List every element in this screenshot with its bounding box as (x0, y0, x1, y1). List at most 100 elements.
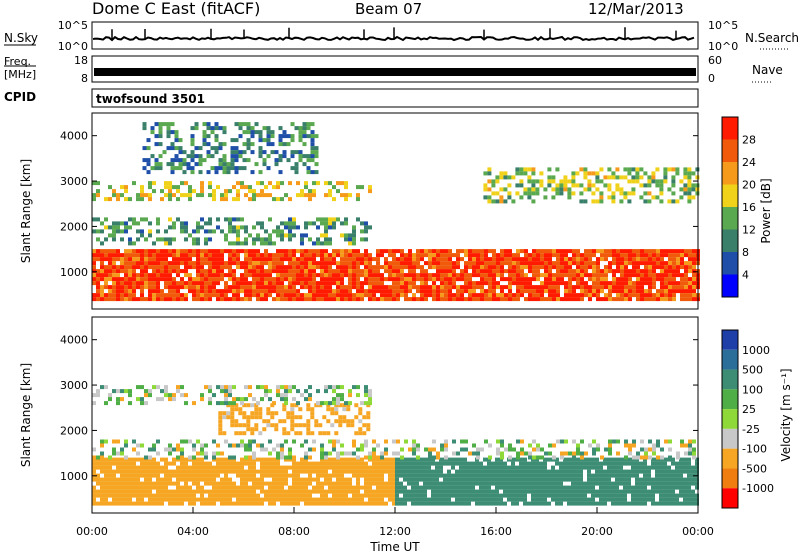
velocity-echo-cell (236, 501, 240, 506)
power-echo-cell (448, 297, 452, 302)
power-echo-cell (308, 265, 312, 270)
power-echo-cell (324, 273, 328, 278)
power-echo-cell (444, 257, 448, 262)
power-echo-cell (172, 261, 176, 266)
velocity-echo-cell (403, 457, 407, 462)
power-echo-cell (595, 179, 600, 184)
velocity-echo-cell (624, 455, 628, 460)
velocity-echo-cell (352, 497, 356, 502)
velocity-echo-cell (156, 461, 160, 466)
velocity-echo-cell (395, 497, 399, 502)
velocity-echo-cell (671, 461, 675, 466)
velocity-echo-cell (655, 473, 659, 478)
power-echo-cell (624, 253, 628, 258)
velocity-echo-cell (688, 447, 692, 452)
power-echo-cell (246, 122, 251, 127)
velocity-echo-cell (112, 389, 116, 394)
power-echo-cell (424, 297, 428, 302)
power-echo-cell (192, 253, 196, 258)
power-echo-cell (164, 293, 168, 298)
power-echo-cell (170, 130, 175, 135)
power-echo-cell (432, 249, 436, 254)
power-echo-cell (336, 285, 340, 290)
velocity-echo-cell (527, 465, 531, 470)
power-echo-cell (456, 253, 460, 258)
velocity-echo-cell (116, 477, 120, 482)
velocity-echo-cell (284, 489, 288, 494)
velocity-echo-cell (180, 461, 184, 466)
velocity-echo-cell (643, 469, 647, 474)
velocity-echo-cell (571, 497, 575, 502)
power-echo-cell (576, 269, 580, 274)
power-echo-cell (527, 191, 532, 196)
power-echo-cell (262, 162, 267, 167)
power-echo-cell (400, 249, 404, 254)
power-echo-cell (252, 225, 256, 230)
velocity-echo-cell (663, 461, 667, 466)
power-echo-cell (352, 297, 356, 302)
power-echo-cell (104, 249, 108, 254)
velocity-echo-cell (180, 493, 184, 498)
velocity-echo-cell (567, 493, 571, 498)
power-echo-cell (328, 225, 332, 230)
velocity-echo-cell (503, 473, 507, 478)
velocity-echo-cell (320, 493, 324, 498)
velocity-echo-cell (439, 473, 443, 478)
power-echo-cell (304, 293, 308, 298)
velocity-echo-cell (555, 489, 559, 494)
power-echo-cell (620, 289, 624, 294)
power-echo-cell (216, 281, 220, 286)
power-echo-cell (428, 289, 432, 294)
power-echo-cell (448, 249, 452, 254)
velocity-echo-cell (216, 465, 220, 470)
power-echo-cell (176, 273, 180, 278)
velocity-echo-cell (280, 469, 284, 474)
power-echo-cell (448, 289, 452, 294)
power-echo-cell (555, 167, 560, 172)
power-echo-cell (272, 253, 276, 258)
velocity-echo-cell (559, 497, 563, 502)
velocity-echo-cell (352, 473, 356, 478)
power-echo-cell (244, 273, 248, 278)
velocity-echo-cell (431, 477, 435, 482)
velocity-echo-cell (204, 489, 208, 494)
power-echo-cell (266, 130, 271, 135)
power-echo-cell (412, 293, 416, 298)
power-echo-cell (688, 265, 692, 270)
power-echo-cell (164, 269, 168, 274)
power-echo-cell (160, 197, 164, 202)
power-echo-cell (140, 293, 144, 298)
power-echo-cell (286, 158, 291, 163)
power-echo-cell (324, 277, 328, 282)
velocity-echo-cell (627, 457, 631, 462)
velocity-echo-cell (300, 461, 304, 466)
velocity-echo-cell (667, 457, 671, 462)
velocity-echo-cell (436, 451, 440, 456)
velocity-echo-cell (507, 477, 511, 482)
velocity-echo-cell (176, 485, 180, 490)
velocity-echo-cell (244, 469, 248, 474)
power-echo-cell (360, 297, 364, 302)
power-echo-cell (224, 293, 228, 298)
power-echo-cell (174, 138, 179, 143)
velocity-echo-cell (535, 485, 539, 490)
velocity-echo-cell (543, 497, 547, 502)
power-echo-cell (268, 257, 272, 262)
velocity-echo-cell (268, 469, 272, 474)
power-echo-cell (162, 122, 167, 127)
power-echo-cell (520, 269, 524, 274)
velocity-echo-cell (651, 481, 655, 486)
power-echo-cell (252, 289, 256, 294)
velocity-echo-cell (306, 423, 311, 428)
power-echo-cell (448, 277, 452, 282)
power-echo-cell (128, 289, 132, 294)
velocity-echo-cell (455, 497, 459, 502)
power-echo-cell (488, 277, 492, 282)
velocity-echo-cell (112, 477, 116, 482)
velocity-echo-cell (224, 401, 228, 406)
velocity-echo-cell (647, 473, 651, 478)
velocity-echo-cell (655, 477, 659, 482)
power-echo-cell (276, 197, 280, 202)
power-echo-cell (132, 297, 136, 302)
velocity-echo-cell (316, 389, 320, 394)
